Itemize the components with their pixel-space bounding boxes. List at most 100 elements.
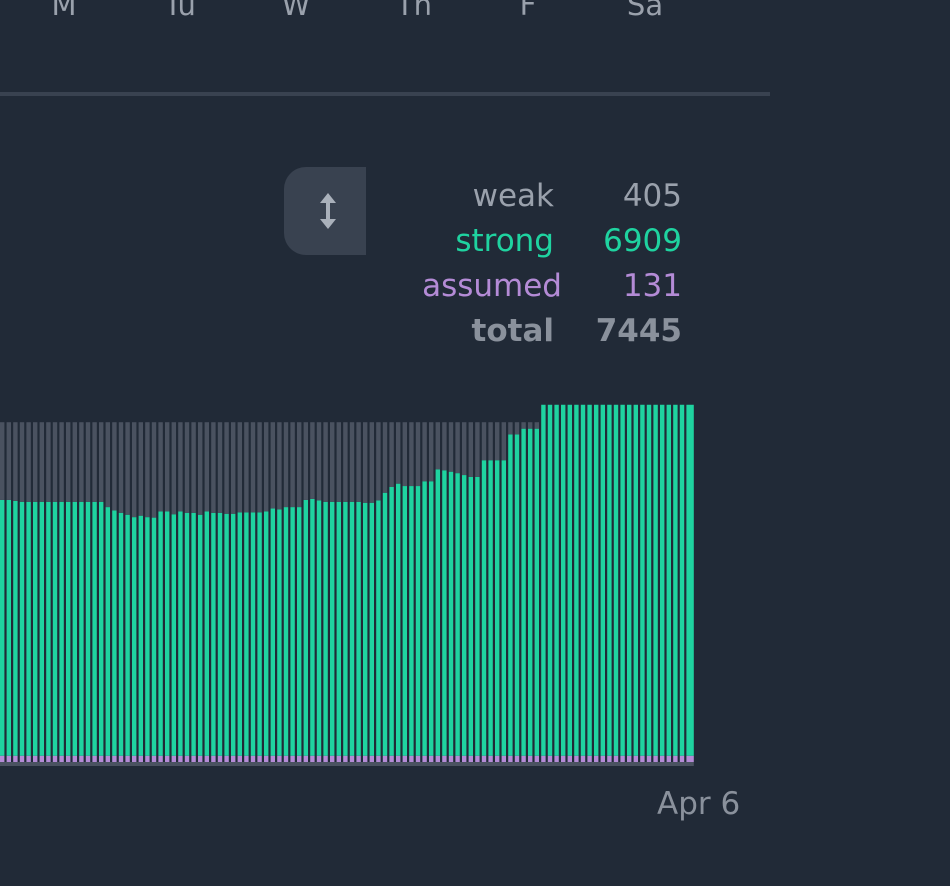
- toggle-clip: [0, 160, 366, 270]
- bar-assumed-15: [99, 755, 104, 762]
- bar-strong-39: [257, 512, 262, 756]
- bar-assumed-69: [455, 755, 460, 762]
- bar-strong-80: [528, 428, 533, 756]
- bar-weak-9: [59, 422, 64, 502]
- bar-strong-43: [283, 507, 289, 756]
- bar-weak-33: [217, 422, 223, 513]
- bar-strong-91: [600, 404, 605, 756]
- bar-weak-72: [475, 422, 480, 477]
- bar-strong-64: [422, 481, 427, 756]
- bar-assumed-50: [330, 755, 335, 762]
- expand-toggle-button[interactable]: [284, 167, 366, 255]
- bar-strong-18: [118, 512, 124, 756]
- bar-strong-97: [640, 404, 645, 756]
- bar-assumed-102: [673, 755, 678, 762]
- bar-strong-26: [171, 514, 176, 756]
- bar-assumed-53: [349, 755, 355, 762]
- bar-strong-58: [382, 492, 388, 756]
- bar-weak-14: [92, 422, 97, 502]
- bar-weak-30: [198, 422, 203, 515]
- bar-weak-77: [508, 422, 513, 435]
- bar-assumed-85: [561, 755, 566, 762]
- bar-strong-46: [303, 499, 308, 756]
- bar-weak-51: [336, 422, 341, 502]
- bar-weak-39: [257, 422, 262, 513]
- bar-strong-22: [145, 517, 150, 756]
- bar-weak-37: [244, 422, 249, 513]
- bar-weak-74: [488, 422, 493, 461]
- bar-strong-24: [158, 511, 163, 756]
- bar-assumed-70: [462, 755, 467, 762]
- bar-strong-5: [33, 501, 38, 756]
- bar-assumed-80: [528, 755, 533, 762]
- bar-weak-53: [349, 422, 355, 502]
- bar-assumed-52: [343, 755, 348, 762]
- bar-strong-23: [151, 517, 157, 756]
- bar-strong-0: [0, 499, 5, 756]
- bar-weak-40: [264, 422, 269, 512]
- weekday-friday: F: [519, 0, 537, 22]
- bar-weak-29: [191, 422, 196, 513]
- bar-strong-44: [290, 507, 295, 756]
- bar-assumed-98: [646, 755, 652, 762]
- bar-assumed-68: [448, 755, 454, 762]
- legend-row-weak: weak 405: [380, 178, 690, 223]
- bar-assumed-65: [429, 755, 434, 762]
- bar-strong-65: [429, 481, 434, 756]
- bar-weak-4: [26, 422, 31, 502]
- bar-strong-92: [607, 404, 612, 756]
- bar-weak-59: [389, 422, 394, 487]
- bar-strong-9: [59, 501, 64, 756]
- bar-strong-57: [376, 500, 381, 756]
- bar-strong-86: [567, 404, 572, 756]
- bar-assumed-57: [376, 755, 381, 762]
- bar-strong-40: [264, 511, 269, 756]
- bar-strong-54: [356, 501, 361, 756]
- bar-assumed-47: [310, 755, 315, 762]
- bar-assumed-104: [686, 755, 694, 762]
- bar-weak-57: [376, 422, 381, 501]
- legend-label-weak: weak: [472, 178, 554, 214]
- bar-strong-98: [646, 404, 652, 756]
- bar-strong-29: [191, 512, 196, 756]
- legend-label-strong: strong: [455, 223, 554, 259]
- bar-strong-68: [448, 471, 454, 756]
- bar-assumed-82: [541, 755, 546, 762]
- bar-weak-81: [534, 422, 539, 429]
- bar-strong-76: [501, 460, 506, 756]
- bar-weak-1: [6, 422, 11, 500]
- bar-strong-36: [237, 512, 242, 756]
- bar-strong-3: [19, 501, 25, 756]
- bar-strong-103: [679, 404, 685, 756]
- bar-weak-8: [52, 422, 58, 502]
- bar-weak-45: [297, 422, 302, 508]
- bar-weak-55: [363, 422, 368, 503]
- section-divider: [0, 92, 770, 96]
- bar-strong-38: [250, 512, 256, 756]
- bar-assumed-35: [231, 755, 236, 762]
- bar-strong-52: [343, 501, 348, 756]
- bar-strong-25: [165, 511, 170, 756]
- bar-assumed-78: [514, 755, 520, 762]
- bar-weak-69: [455, 422, 460, 474]
- bar-weak-65: [429, 422, 434, 482]
- bar-strong-79: [521, 428, 526, 756]
- bar-assumed-91: [600, 755, 605, 762]
- bar-weak-58: [382, 422, 388, 493]
- bar-assumed-39: [257, 755, 262, 762]
- bar-weak-11: [72, 422, 77, 502]
- bar-strong-6: [39, 501, 44, 756]
- bar-weak-48: [316, 422, 322, 501]
- bar-assumed-33: [217, 755, 223, 762]
- bar-weak-44: [290, 422, 295, 508]
- bar-assumed-64: [422, 755, 427, 762]
- bar-assumed-43: [283, 755, 289, 762]
- bar-strong-73: [481, 460, 487, 756]
- bar-assumed-90: [594, 755, 599, 762]
- stacked-bar-chart: [0, 404, 694, 766]
- bar-assumed-93: [613, 755, 619, 762]
- bar-weak-62: [409, 422, 414, 487]
- bar-strong-10: [66, 501, 71, 756]
- bar-assumed-11: [72, 755, 77, 762]
- bar-weak-10: [66, 422, 71, 502]
